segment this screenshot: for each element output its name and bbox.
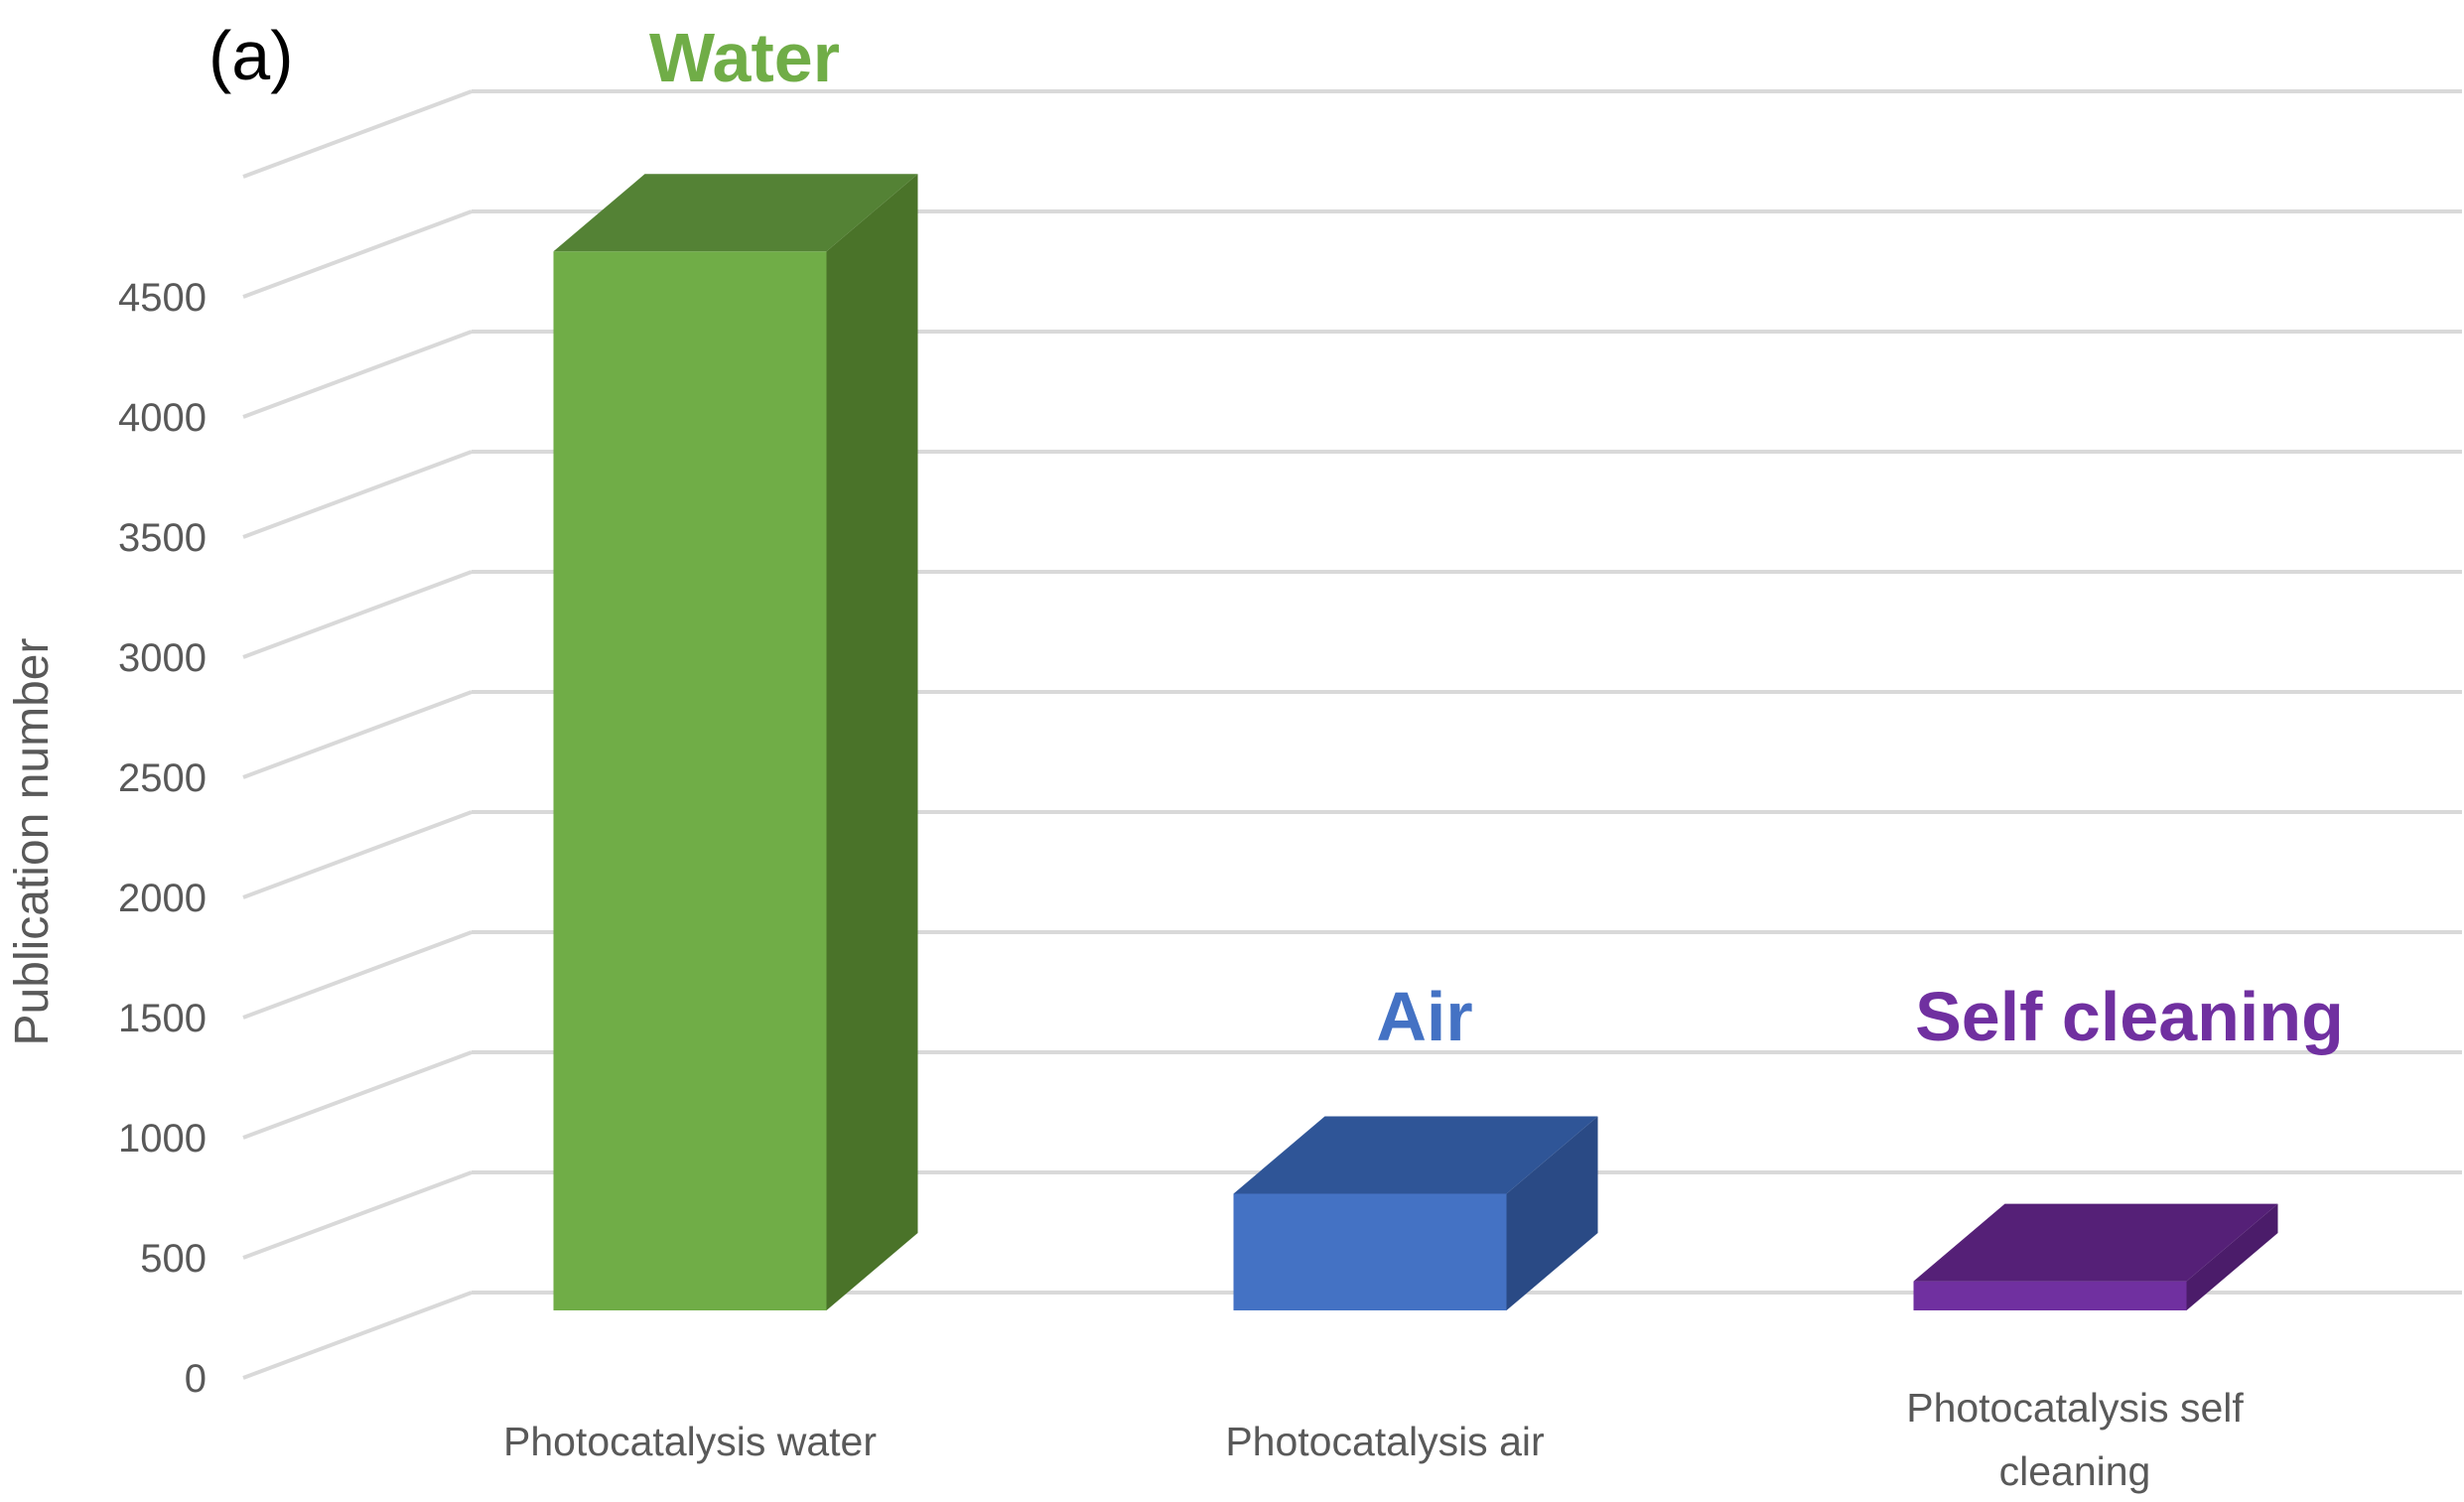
gridline-depth xyxy=(242,1050,473,1140)
category-label: Photocatalysis air xyxy=(1225,1419,1544,1464)
y-tick-label: 1500 xyxy=(118,997,206,1040)
gridline-depth xyxy=(242,330,473,419)
bar-side xyxy=(826,174,918,1310)
bar-front xyxy=(1913,1281,2187,1310)
bar-front xyxy=(1233,1193,1507,1310)
bar-side xyxy=(2186,1203,2278,1310)
panel-label: (a) xyxy=(208,17,294,94)
y-axis-title: Publication number xyxy=(6,638,59,1046)
bar xyxy=(553,174,918,1310)
gridline-depth xyxy=(242,1291,473,1380)
y-tick-label: 0 xyxy=(185,1357,206,1401)
bar-side xyxy=(1506,1116,1598,1310)
gridline-depth xyxy=(242,209,473,299)
bar-front xyxy=(553,251,827,1310)
bar-top xyxy=(1913,1203,2278,1282)
bar-annotation: Water xyxy=(649,19,840,96)
y-axis-ticks: 0 500 1000 1500 2000 2500 3000 3500 4000 4500 xyxy=(118,276,206,1401)
y-tick-label: 3000 xyxy=(118,636,206,680)
gridline-depth xyxy=(242,930,473,1020)
y-tick-label: 3500 xyxy=(118,516,206,560)
gridline-depth xyxy=(242,690,473,779)
bar xyxy=(1233,1116,1598,1310)
category-label: Photocatalysis water xyxy=(503,1419,877,1464)
category-label: Photocatalysis self cleaning xyxy=(1906,1385,2244,1494)
category-labels: Photocatalysis water Photocatalysis air Ph… xyxy=(503,1385,2244,1494)
bar-annotation: Air xyxy=(1376,978,1472,1055)
y-tick-label: 2500 xyxy=(118,756,206,800)
gridline-depth xyxy=(242,570,473,659)
bar-top xyxy=(553,174,918,252)
gridline-depth xyxy=(242,1170,473,1260)
y-tick-label: 500 xyxy=(140,1237,206,1281)
y-tick-label: 1000 xyxy=(118,1117,206,1161)
bar-annotations: Water Air Self cleaning xyxy=(649,19,2344,1055)
y-tick-label: 2000 xyxy=(118,877,206,920)
bar-annotation: Self cleaning xyxy=(1915,978,2344,1055)
y-tick-label: 4000 xyxy=(118,396,206,440)
bars xyxy=(553,174,2278,1310)
bar-top xyxy=(1233,1116,1598,1194)
y-tick-label: 4500 xyxy=(118,276,206,320)
gridline-depth xyxy=(242,450,473,539)
bar xyxy=(1913,1203,2278,1310)
gridline-depth xyxy=(242,89,473,179)
gridline-depth xyxy=(242,810,473,899)
